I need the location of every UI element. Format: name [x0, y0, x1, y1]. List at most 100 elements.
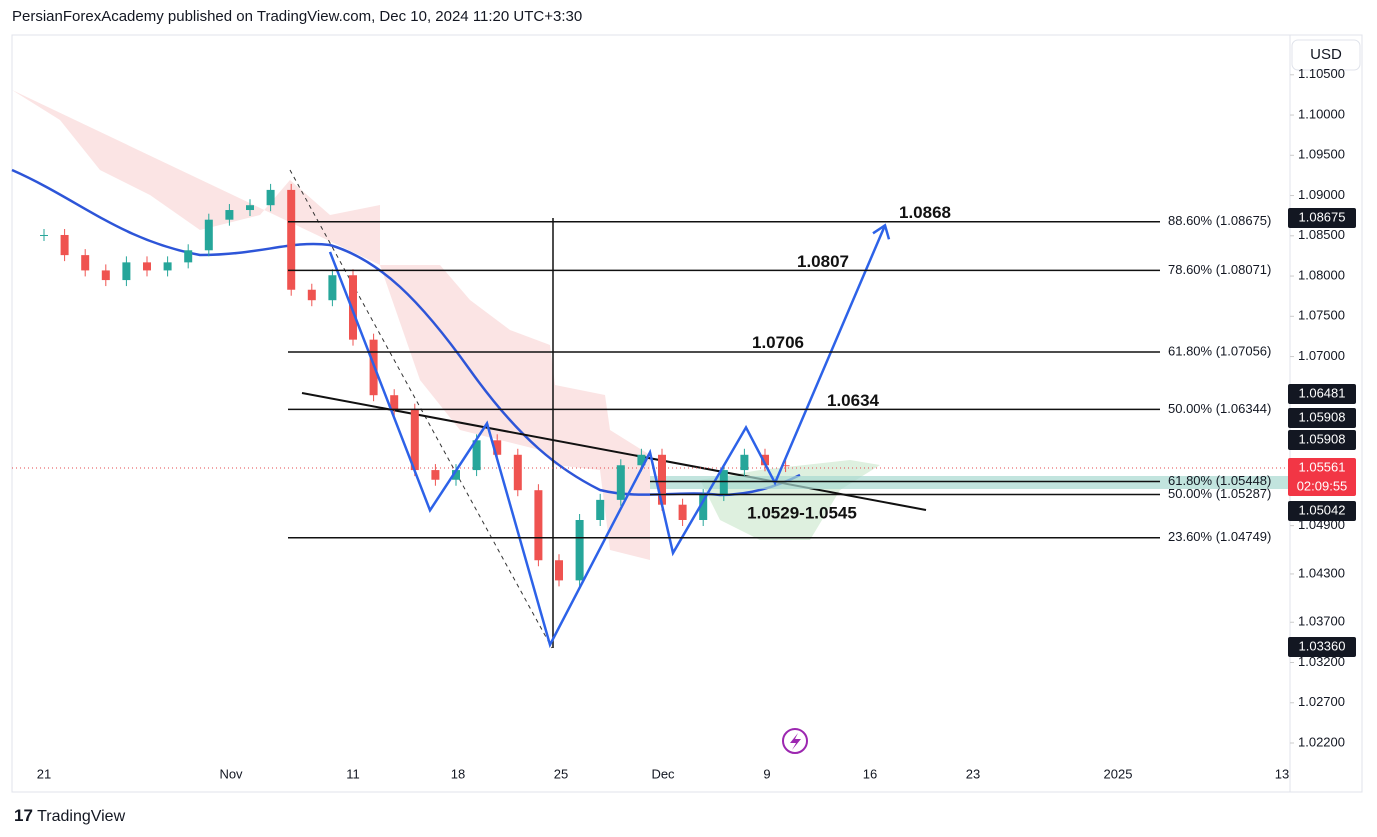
- candle: [266, 189, 275, 206]
- fib-label: 50.00% (1.05287): [1168, 486, 1271, 501]
- time-tick-label: 2025: [1104, 766, 1133, 781]
- price-tick-label: 1.02200: [1298, 734, 1345, 749]
- fib-label: 78.60% (1.08071): [1168, 262, 1271, 277]
- candle: [184, 250, 193, 263]
- candle: [472, 440, 481, 471]
- price-badge: [1288, 637, 1356, 657]
- price-tick-label: 1.04300: [1298, 565, 1345, 580]
- candle: [204, 219, 213, 251]
- price-tick-label: 1.10500: [1298, 66, 1345, 81]
- candle: [555, 560, 563, 581]
- candle: [719, 470, 728, 496]
- candle: [452, 470, 460, 480]
- price-tick-label: 1.07500: [1298, 308, 1345, 323]
- countdown: 02:09:55: [1297, 478, 1348, 493]
- price-tick-label: 1.08000: [1298, 267, 1345, 282]
- time-tick-label: Nov: [219, 766, 243, 781]
- time-tick-label: 23: [966, 766, 980, 781]
- price-badge: [1288, 384, 1356, 404]
- candle: [143, 262, 151, 271]
- candle: [328, 275, 337, 301]
- time-tick-label: 9: [763, 766, 770, 781]
- zone-label: 1.0529-1.0545: [747, 503, 857, 522]
- target-label: 1.0868: [899, 203, 951, 222]
- fib-label: 61.80% (1.07056): [1168, 343, 1271, 358]
- price-badge: [1288, 408, 1356, 428]
- target-label: 1.0807: [797, 252, 849, 271]
- candle: [307, 289, 316, 301]
- time-tick-label: 25: [554, 766, 568, 781]
- target-label: 1.0634: [827, 391, 880, 410]
- fib-label: 23.60% (1.04749): [1168, 529, 1271, 544]
- price-badge-text: 1.08675: [1299, 209, 1346, 224]
- time-tick-label: 11: [346, 766, 360, 781]
- trendline: [301, 392, 927, 511]
- price-badge-text: 1.05561: [1299, 459, 1346, 474]
- price-tick-label: 1.07000: [1298, 348, 1345, 363]
- price-badge-text: 1.05042: [1299, 502, 1346, 517]
- price-tick-label: 1.10000: [1298, 106, 1345, 121]
- event-icon[interactable]: [782, 728, 808, 754]
- candle: [410, 409, 419, 471]
- currency-button[interactable]: [1291, 39, 1361, 71]
- price-badge-text: 1.06481: [1299, 385, 1346, 400]
- price-tick-label: 1.08500: [1298, 227, 1345, 242]
- currency-label[interactable]: USD: [1310, 46, 1342, 63]
- candle: [60, 234, 69, 256]
- chart-frame: [11, 34, 1363, 793]
- fib-label: 61.80% (1.05448): [1168, 473, 1271, 488]
- price-badge: [1288, 501, 1356, 521]
- candle: [40, 234, 48, 236]
- candle: [287, 189, 296, 290]
- candle: [246, 205, 254, 211]
- candle: [349, 275, 357, 340]
- candle: [122, 262, 131, 281]
- candle: [534, 490, 543, 561]
- support-zone: [650, 476, 1290, 489]
- price-tick-label: 1.02700: [1298, 694, 1345, 709]
- candle: [101, 270, 110, 281]
- price-badge: [1288, 430, 1356, 450]
- event-bolt: [790, 733, 801, 750]
- brand-text: TradingView: [37, 808, 126, 825]
- candle: [575, 519, 584, 581]
- price-badge-text: 1.05908: [1299, 431, 1346, 446]
- price-tick-label: 1.09000: [1298, 187, 1345, 202]
- candle: [740, 454, 749, 471]
- price-tick-label: 1.03700: [1298, 614, 1345, 629]
- candle: [81, 255, 90, 271]
- candle: [493, 440, 502, 455]
- time-tick-label: Dec: [651, 766, 675, 781]
- candle: [390, 395, 399, 410]
- candle: [225, 210, 234, 220]
- candle: [163, 262, 172, 271]
- footer-brand: 17 TradingView: [14, 806, 126, 825]
- chart: USD 1.10500 1.10000 1.09500 1.09000 1.08500 1…: [11, 34, 1363, 793]
- pattern-path: [328, 224, 887, 649]
- time-tick-label: 13: [1275, 766, 1289, 781]
- cloud-bear: [12, 90, 650, 560]
- price-badge-text: 1.03360: [1299, 638, 1346, 653]
- candle: [781, 465, 790, 467]
- candle: [658, 454, 666, 505]
- time-tick-label: 21: [37, 766, 51, 781]
- candle: [431, 470, 440, 480]
- candle: [596, 499, 605, 520]
- price-badge-text: 1.05908: [1299, 409, 1346, 424]
- candle: [699, 495, 708, 520]
- candle: [637, 454, 646, 466]
- price-badge: [1288, 458, 1356, 496]
- fib-label: 88.60% (1.08675): [1168, 213, 1271, 228]
- price-tick-label: 1.09500: [1298, 147, 1345, 162]
- time-tick-label: 16: [863, 766, 877, 781]
- publish-header: PersianForexAcademy published on Trading…: [12, 8, 583, 25]
- price-badge: [1288, 208, 1356, 228]
- candle: [761, 454, 769, 466]
- candle: [513, 454, 522, 491]
- moving-average: [11, 168, 801, 497]
- fib-label: 50.00% (1.06344): [1168, 401, 1271, 416]
- candle: [616, 465, 625, 500]
- price-tick-label: 1.03200: [1298, 654, 1345, 669]
- candle: [678, 504, 687, 520]
